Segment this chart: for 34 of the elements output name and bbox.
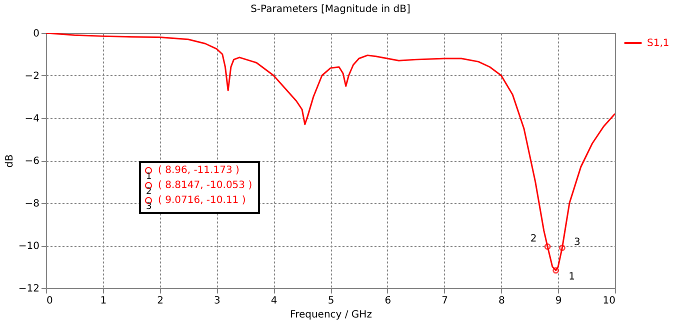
x-tick-label: 3 — [214, 296, 220, 306]
y-tick-label: 0 — [33, 28, 40, 40]
x-tick-label: 4 — [270, 296, 278, 306]
annotation: 3 — [574, 236, 580, 248]
chart-title: S-Parameters [Magnitude in dB] — [250, 4, 411, 15]
y-tick-label: −10 — [18, 241, 40, 252]
text: 3 — [146, 202, 152, 212]
y-tick-label: −12 — [18, 284, 40, 294]
point — [544, 243, 551, 250]
x-tick-label: 10 — [602, 296, 616, 306]
annotation: ( 8.8147, -10.053 ) — [158, 180, 252, 191]
y-tick-label: −6 — [24, 156, 40, 167]
x-tick-label: 7 — [442, 296, 448, 306]
x-tick-label: 1 — [100, 296, 107, 306]
x-axis-title: Frequency / GHz — [290, 310, 372, 320]
x-tick-label: 6 — [384, 296, 392, 306]
y-tick-label: −2 — [24, 71, 40, 82]
x-tick-label: 9 — [555, 296, 562, 306]
y-tick-label: −8 — [24, 198, 40, 210]
text: 1 — [146, 172, 152, 182]
y-tick-label: −4 — [24, 114, 40, 124]
x-tick-label: 0 — [46, 296, 53, 306]
y-axis-title: dB — [4, 154, 16, 168]
x-tick-label: 2 — [157, 296, 164, 306]
annotation: ( 8.96, -11.173 ) — [158, 165, 240, 176]
point — [558, 244, 566, 252]
x-tick-label: 8 — [498, 296, 505, 306]
text: 2 — [146, 187, 152, 197]
annotation: 1 — [568, 271, 576, 282]
annotation: ( 9.0716, -10.11 ) — [158, 195, 246, 206]
x-tick-label: 5 — [328, 296, 334, 306]
legend-label: S1,1 — [647, 38, 670, 49]
point — [552, 267, 560, 274]
annotation: 2 — [530, 234, 537, 245]
